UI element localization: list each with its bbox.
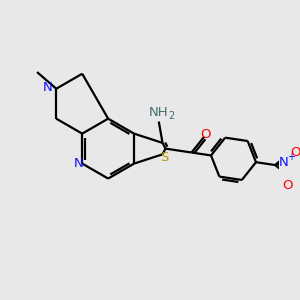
Text: N: N <box>278 156 288 169</box>
Text: N: N <box>74 157 83 170</box>
Text: N: N <box>43 81 53 94</box>
Text: NH: NH <box>149 106 169 119</box>
Text: S: S <box>160 151 168 164</box>
Text: O: O <box>200 128 211 141</box>
Text: O: O <box>290 146 300 159</box>
Text: -: - <box>299 143 300 153</box>
Text: 2: 2 <box>169 111 175 121</box>
Text: O: O <box>283 179 293 192</box>
Text: +: + <box>287 152 295 162</box>
